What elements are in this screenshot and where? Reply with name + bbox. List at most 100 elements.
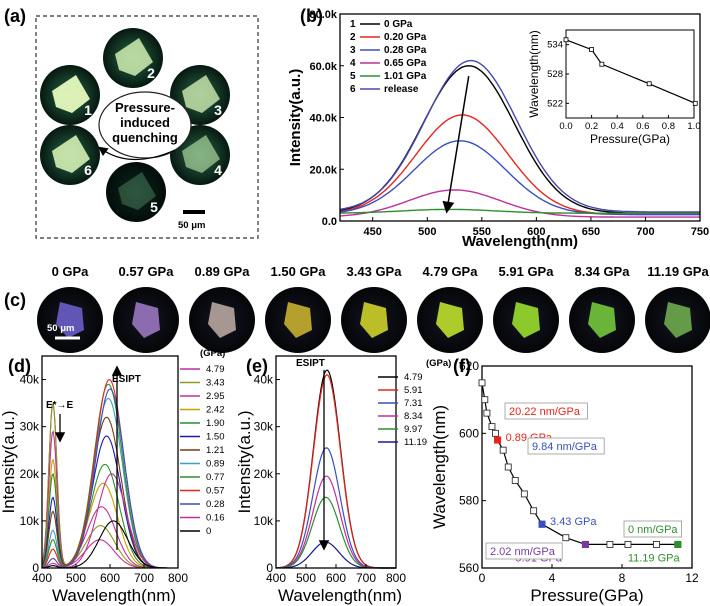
d-series-1 [41, 401, 178, 569]
b-inset-point-4 [692, 100, 698, 106]
d-legend-label-6: 1.21 [206, 445, 225, 456]
f-slope-label-1: 9.84 nm/GPa [532, 441, 598, 453]
b-legend-num-5: 5 [350, 71, 356, 82]
d-legend-label-11: 0.16 [206, 513, 225, 524]
d-legend-title: (GPa) [200, 348, 225, 359]
b-ytick-label-0: 0.0 [322, 216, 337, 228]
e-legend-label-4: 9.97 [404, 424, 423, 435]
pressure-label-7: 8.34 GPa [575, 264, 631, 279]
b-xlabel: Wavelength(nm) [462, 233, 578, 250]
e-xtick-label-2: 600 [326, 571, 346, 585]
quench-arrow [98, 146, 176, 161]
c-crystal-1 [132, 302, 160, 338]
b-inset-point-1 [589, 47, 594, 52]
panel-a-scale-label: 50 μm [178, 220, 205, 231]
d-xtick-label-3: 700 [134, 571, 154, 585]
e-annotation-esipt: ESIPT [296, 358, 325, 369]
f-point-12 [562, 534, 570, 542]
b-arrow [442, 75, 470, 214]
e-ytick-label-3: 30k [254, 420, 274, 434]
b-xtick-label-6: 750 [691, 226, 709, 238]
d-series-8 [41, 383, 178, 569]
b-legend-num-3: 3 [350, 45, 356, 56]
d-annotation-esipt: ESIPT [112, 374, 141, 385]
c-crystal-8 [664, 302, 692, 338]
d-series-2 [41, 430, 178, 569]
c-crystal-7 [588, 302, 616, 338]
f-highlight-3 [674, 540, 682, 548]
panel-label-a: (a) [4, 6, 26, 26]
photo-number-6: 6 [84, 162, 92, 178]
panel-label-b: (b) [300, 6, 323, 26]
e-legend-label-1: 5.91 [404, 385, 423, 396]
c-crystal-5 [436, 302, 464, 338]
chart-b: 450 500 550 600 650 700 750 0.0 20.0k 40.0k 60.0k 8… [287, 9, 709, 250]
b-xtick-label-4: 650 [582, 226, 600, 238]
b-inset-xtick-label-2: 0.4 [611, 121, 624, 132]
d-legend-label-4: 1.90 [206, 418, 225, 429]
e-xlabel: Wavelength(nm) [278, 586, 402, 605]
panel-label-c: (c) [4, 290, 26, 310]
panel-a-frame [35, 15, 259, 239]
e-legend-label-2: 7.31 [404, 398, 423, 409]
c-crystal-4 [360, 302, 388, 338]
d-annotation-ee: E*→E [46, 400, 74, 411]
f-highlight-0 [494, 436, 502, 444]
chart-e: 400 500 600 700 800 0 10k 20k 30k 40k Wavelength(n… [235, 355, 451, 605]
d-ytick-label-0: 0 [32, 561, 39, 575]
d-xlabel: Wavelength(nm) [52, 586, 176, 605]
d-ytick-label-1: 10k [20, 514, 40, 528]
c-crystal-0 [56, 302, 84, 338]
photo-number-2: 2 [147, 65, 155, 81]
d-series-10 [41, 388, 178, 569]
panel-label-e: (e) [246, 356, 268, 376]
crystal-3 [182, 75, 220, 113]
b-xtick-label-5: 700 [636, 226, 654, 238]
d-ytick-label-4: 40k [20, 373, 40, 387]
f-highlight-label-3: 11.19 GPa [628, 552, 681, 564]
d-legend-label-9: 0.57 [206, 486, 225, 497]
f-ytick-label-3: 620 [459, 359, 479, 373]
panel-c-scale-label: 50 μm [47, 323, 74, 334]
e-ylabel: Intensity(a.u.) [235, 411, 254, 514]
f-xtick-label-2: 8 [619, 571, 626, 585]
e-xtick-label-4: 800 [386, 571, 406, 585]
pressure-label-2: 0.89 GPa [195, 264, 251, 279]
e-ytick-label-2: 20k [254, 467, 274, 481]
b-legend-num-6: 6 [350, 84, 356, 95]
b-legend-label-4: 0.65 GPa [384, 58, 427, 69]
d-legend-label-0: 4.79 [206, 364, 225, 375]
b-legend-num-2: 2 [350, 32, 356, 43]
crystal-6 [52, 135, 90, 173]
b-series-3 [339, 140, 700, 216]
f-ytick-label-1: 580 [459, 494, 479, 508]
f-xtick-label-3: 12 [685, 571, 699, 585]
d-legend-label-2: 2.95 [206, 391, 225, 402]
d-legend-label-12: 0 [206, 526, 211, 537]
c-crystal-3 [284, 302, 312, 338]
c-crystal-2 [208, 302, 236, 338]
d-xtick-label-2: 600 [100, 571, 120, 585]
d-ylabel: Intensity(a.u.) [0, 411, 18, 514]
panel-label-f: (f) [453, 356, 471, 376]
b-inset-ylabel: Wavelength(nm) [527, 30, 541, 118]
crystal-1 [52, 75, 90, 113]
d-legend-label-7: 0.89 [206, 459, 225, 470]
d-legend-label-10: 0.28 [206, 499, 225, 510]
b-inset-xtick-label-0: 0.0 [559, 121, 572, 132]
f-xlabel: Pressure(GPa) [530, 586, 643, 605]
f-highlight-1 [538, 520, 546, 528]
b-inset-point-0 [563, 37, 569, 43]
f-point-4 [492, 429, 499, 437]
b-xtick-label-2: 550 [473, 226, 491, 238]
chart-d: 400 500 600 700 800 0 10k 20k 30k 40k Wavelength(n… [0, 348, 225, 605]
pressure-label-4: 3.43 GPa [347, 264, 403, 279]
d-ytick-label-3: 30k [20, 420, 40, 434]
e-legend-label-0: 4.79 [404, 372, 423, 383]
b-inset-xlabel: Pressure(GPa) [590, 132, 670, 146]
f-highlight-2 [581, 540, 589, 548]
f-point-8 [511, 477, 519, 484]
pressure-label-8: 11.19 GPa [647, 264, 709, 279]
e-xtick-label-0: 400 [266, 571, 286, 585]
f-point-16 [653, 540, 660, 548]
